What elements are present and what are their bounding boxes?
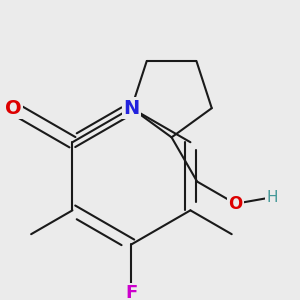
Text: H: H [267,190,278,205]
Text: O: O [228,195,243,213]
Text: N: N [123,99,140,118]
Text: F: F [125,284,137,300]
Text: O: O [5,99,22,118]
